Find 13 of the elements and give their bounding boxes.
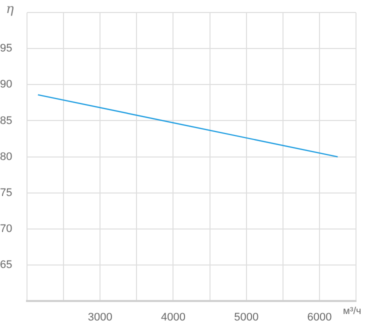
y-axis-title: η [6, 2, 14, 17]
y-tick-label: 80 [0, 150, 12, 163]
y-tick-label: 95 [0, 42, 12, 55]
x-tick-label: 6000 [307, 312, 332, 324]
y-tick-label: 65 [0, 258, 12, 271]
x-tick-label: 5000 [234, 312, 259, 324]
y-tick-label: 70 [0, 222, 12, 235]
y-tick-label: 90 [0, 78, 12, 91]
y-tick-label: 75 [0, 186, 12, 199]
x-tick-label: 4000 [160, 312, 186, 324]
x-axis-title: м³/ч [343, 306, 362, 317]
y-tick-label: 85 [0, 114, 12, 127]
x-tick-label: 3000 [88, 312, 112, 324]
